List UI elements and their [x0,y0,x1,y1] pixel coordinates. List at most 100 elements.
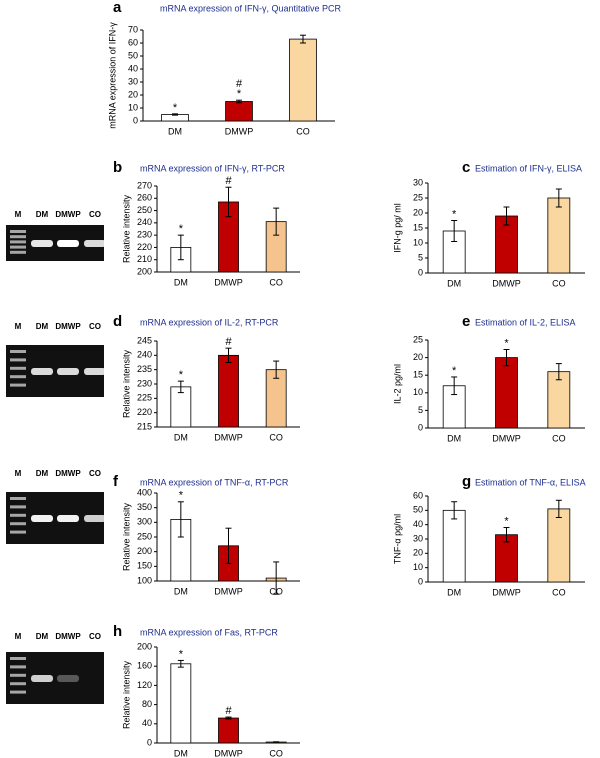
ladder-band [10,375,26,379]
error-bar [273,360,280,379]
significance-marker: * [179,490,184,502]
gel-band [84,515,106,522]
error-bar [503,349,510,367]
y-axis-label: IFN-g pg/ ml [392,203,402,253]
ladder-band [10,673,26,677]
x-tick-label: DM [447,433,461,443]
x-tick-label: DMWP [492,587,521,597]
y-tick-label: 100 [137,575,152,585]
x-tick-label: CO [552,433,566,443]
significance-marker: # [225,336,232,348]
y-tick-label: 10 [413,237,423,247]
ladder-band [10,497,26,500]
y-axis-label: TNF-α pg/ml [392,514,402,564]
ladder-band [10,235,26,239]
y-tick-label: 245 [137,335,152,345]
x-tick-label: DM [174,432,188,442]
significance-marker: * [504,337,509,349]
y-tick-label: 260 [137,193,152,203]
x-tick-label: CO [552,278,566,288]
panel-letter: g [462,473,471,490]
error-bar [172,113,178,116]
gel-lane-label: CO [89,322,101,331]
significance-marker: * [452,365,457,377]
y-tick-label: 50 [128,50,138,60]
x-tick-label: CO [269,432,283,442]
gel-band [57,675,79,682]
significance-marker: # [225,705,232,717]
gel-band [31,515,53,522]
y-tick-label: 150 [137,561,152,571]
significance-marker: * [237,88,242,100]
chart-title: mRNA expression of Fas, RT-PCR [140,627,278,637]
x-tick-label: DMWP [214,277,243,287]
x-tick-label: DMWP [492,278,521,288]
ladder-band [10,245,26,249]
y-tick-label: 60 [128,37,138,47]
y-axis-label: Relative intensity [121,349,131,418]
gel-lane-label: DMWP [55,210,81,219]
bar [547,197,571,274]
y-tick-label: 210 [137,254,152,264]
y-axis-label: Relative intensity [121,194,131,263]
chart-title: Estimation of IL-2, ELISA [475,317,576,327]
y-tick-label: 50 [413,505,423,515]
ladder-band [10,682,26,686]
panel-letter: d [113,313,122,330]
error-bar [555,188,562,208]
y-tick-label: 25 [413,192,423,202]
chart-title: mRNA expression of TNF-α, RT-PCR [140,477,289,487]
y-tick-label: 20 [413,548,423,558]
chart-title: mRNA expression of IL-2, RT-PCR [140,317,279,327]
significance-marker: * [179,648,184,660]
x-tick-label: CO [296,126,310,136]
y-tick-label: 200 [137,266,152,276]
y-tick-label: 350 [137,502,152,512]
ladder-band [10,505,26,509]
ladder-band [10,240,26,244]
gel-lane-label: M [15,469,22,478]
y-axis-label: mRNA expression of IFN-γ [107,22,117,129]
panel-letter: b [113,159,122,176]
x-tick-label: DM [174,586,188,596]
y-tick-label: 0 [418,422,423,432]
y-tick-label: 10 [413,387,423,397]
significance-marker: # [225,175,232,187]
y-axis-label: Relative intensity [121,502,131,571]
gel-lane-label: DM [36,469,49,478]
gel-lane-label: M [15,210,22,219]
x-tick-label: DMWP [214,748,243,758]
y-tick-label: 250 [137,531,152,541]
panel-letter: e [462,313,470,330]
gel-band [57,240,79,247]
x-tick-label: DM [447,587,461,597]
bar [442,509,466,583]
y-tick-label: 30 [128,76,138,86]
y-tick-label: 40 [142,718,152,728]
x-tick-label: CO [269,586,283,596]
significance-marker: * [179,223,184,235]
y-tick-label: 235 [137,364,152,374]
y-tick-label: 230 [137,378,152,388]
panel-letter: h [113,623,122,640]
error-bar [177,501,184,538]
error-bar [177,234,184,261]
y-tick-label: 270 [137,180,152,190]
significance-marker: * [173,102,178,114]
y-tick-label: 10 [128,102,138,112]
x-tick-label: DM [174,748,188,758]
chart-title: Estimation of TNF-α, ELISA [475,477,586,487]
y-tick-label: 240 [137,350,152,360]
ladder-band [10,230,26,233]
error-bar [225,527,232,564]
x-tick-label: DM [447,278,461,288]
bar [225,101,253,122]
y-tick-label: 160 [137,661,152,671]
y-tick-label: 70 [128,24,138,34]
gel-lane-label: DMWP [55,469,81,478]
gel-band [57,515,79,522]
gel-lane-label: CO [89,632,101,641]
significance-marker: * [504,515,509,527]
error-bar [555,363,562,381]
error-bar [503,206,510,226]
